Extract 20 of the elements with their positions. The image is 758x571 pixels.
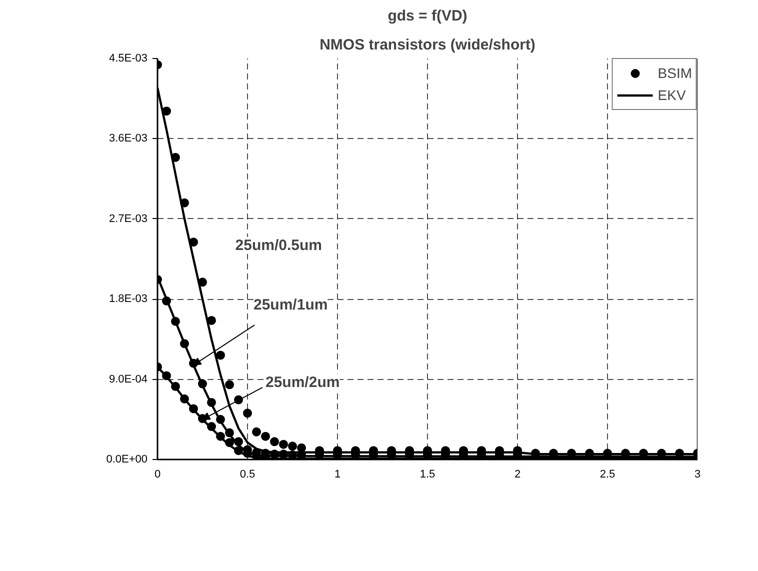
legend-label: EKV [658,87,686,103]
x-tick-label: 0.5 [240,468,256,480]
chart-title: gds = f(VD) [388,8,468,24]
y-tick-label: 2.7E-03 [108,212,148,225]
x-tick-label: 1.5 [420,468,436,480]
y-tick-label: 3.6E-03 [108,132,148,145]
y-tick-label: 1.8E-03 [108,293,148,306]
y-tick-label: 4.5E-03 [108,52,148,64]
annotation: 25um/0.5um [235,236,322,254]
annotation: 25um/1um [254,296,328,314]
x-tick-label: 0 [154,468,161,480]
y-tick-label: 0.0E+00 [106,454,148,466]
y-tick-label: 9.0E-04 [108,373,148,386]
x-tick-label: 2 [514,468,521,480]
annotation: 25um/2um [266,374,340,391]
x-tick-label: 2.5 [600,468,616,480]
legend-label: BSIM [658,65,692,81]
chart-subtitle: NMOS transistors (wide/short) [320,36,536,54]
x-tick-label: 3 [694,468,701,480]
x-tick-label: 1 [334,468,341,480]
